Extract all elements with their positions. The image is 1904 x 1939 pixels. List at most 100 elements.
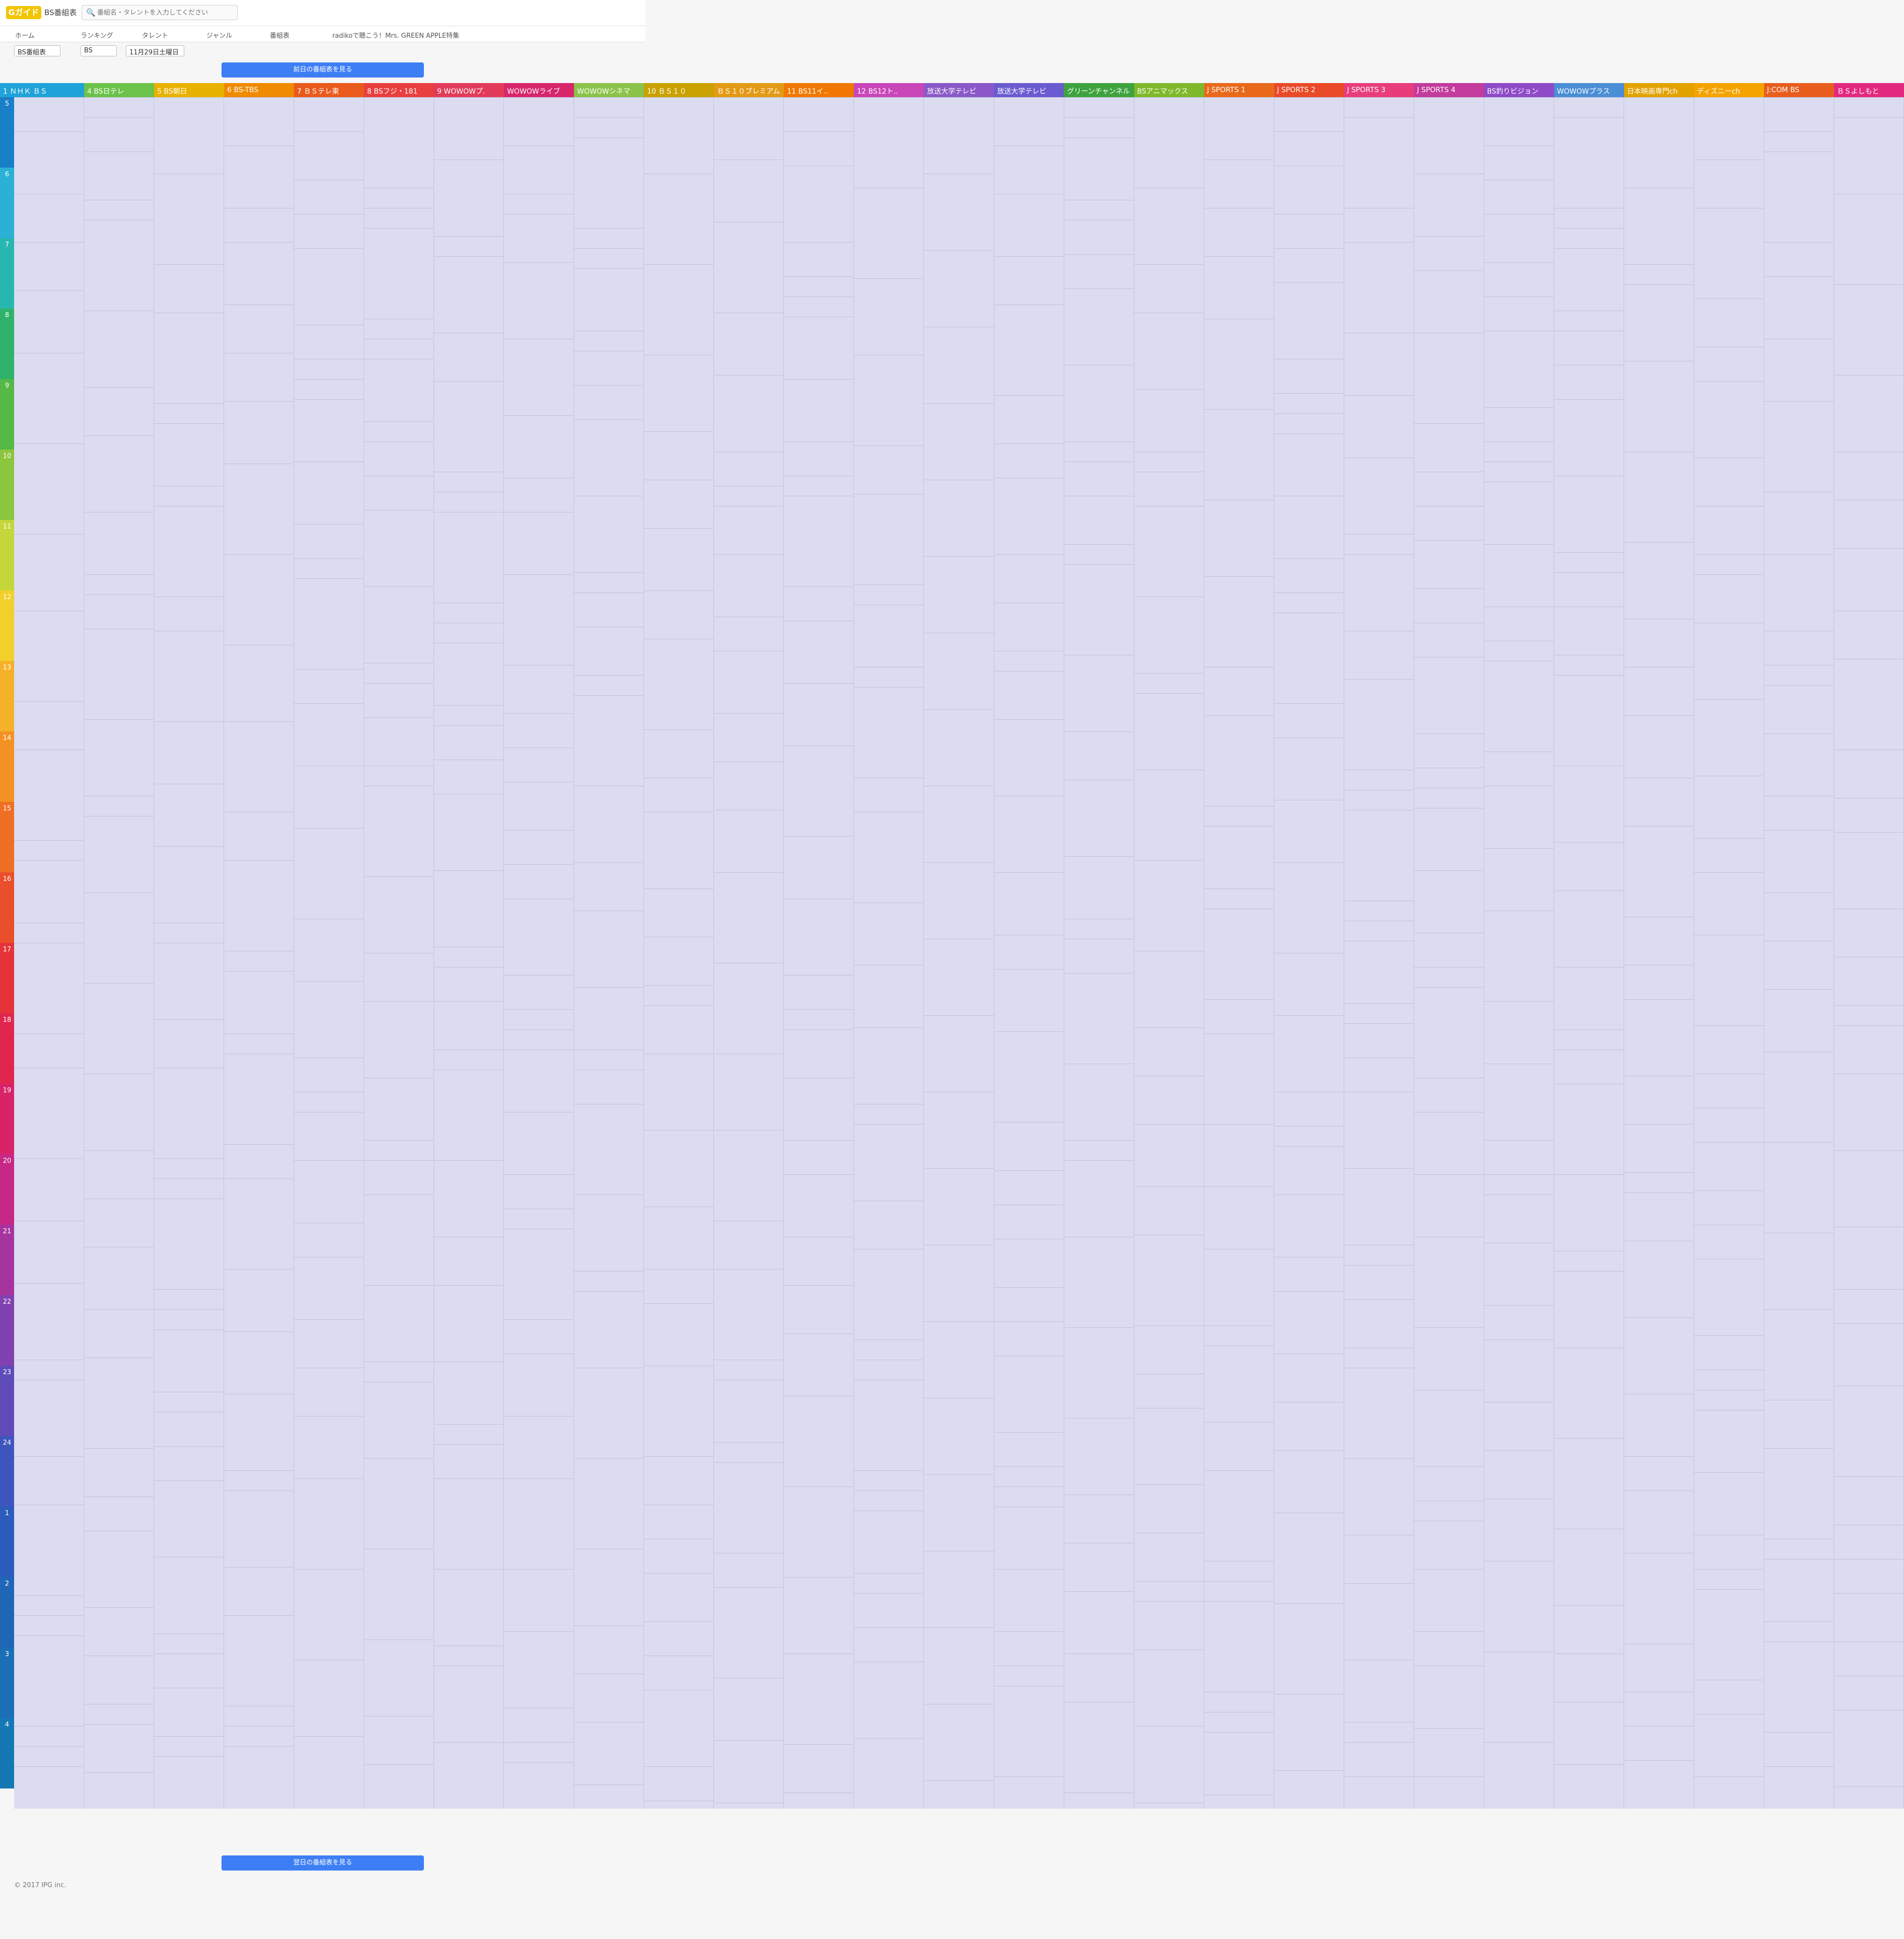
program-cell[interactable] [1834, 659, 1903, 750]
program-cell[interactable] [504, 1050, 574, 1112]
program-cell[interactable] [1204, 1124, 1274, 1186]
program-cell[interactable] [1764, 131, 1834, 152]
program-cell[interactable] [294, 558, 364, 578]
program-cell[interactable] [294, 1736, 364, 1809]
program-cell[interactable] [714, 1360, 784, 1380]
program-cell[interactable] [1064, 97, 1134, 117]
program-cell[interactable] [1484, 331, 1554, 407]
program-cell[interactable] [1764, 1559, 1834, 1621]
program-cell[interactable] [1274, 558, 1344, 592]
program-cell[interactable] [994, 671, 1064, 719]
program-cell[interactable] [1344, 1742, 1414, 1776]
program-cell[interactable] [434, 1646, 504, 1666]
program-cell[interactable] [294, 1478, 364, 1569]
channel-header[interactable]: 9 WOWOWプ. [434, 83, 504, 97]
program-cell[interactable] [1694, 699, 1764, 776]
program-cell[interactable] [1204, 1249, 1274, 1325]
program-cell[interactable] [714, 872, 784, 963]
program-cell[interactable] [1624, 97, 1694, 188]
program-cell[interactable] [1694, 574, 1764, 623]
program-cell[interactable] [854, 445, 924, 494]
program-cell[interactable] [1484, 1499, 1554, 1561]
program-cell[interactable] [644, 1303, 714, 1366]
program-cell[interactable] [14, 1505, 84, 1595]
program-cell[interactable] [1414, 1501, 1484, 1521]
program-cell[interactable] [1764, 1539, 1834, 1559]
program-cell[interactable] [1344, 97, 1414, 117]
program-cell[interactable] [1064, 973, 1134, 1064]
program-cell[interactable] [504, 214, 574, 262]
program-cell[interactable] [294, 578, 364, 669]
program-cell[interactable] [294, 359, 364, 379]
program-cell[interactable] [784, 1174, 854, 1237]
program-cell[interactable] [1134, 313, 1204, 389]
program-cell[interactable] [574, 675, 644, 695]
program-cell[interactable] [714, 1678, 784, 1740]
program-cell[interactable] [854, 1027, 924, 1104]
program-cell[interactable] [504, 145, 574, 194]
program-cell[interactable] [574, 1050, 644, 1070]
program-cell[interactable] [1344, 1023, 1414, 1058]
program-cell[interactable] [714, 222, 784, 313]
program-cell[interactable] [154, 1633, 224, 1654]
program-cell[interactable] [364, 476, 434, 510]
program-cell[interactable] [1134, 1581, 1204, 1601]
program-cell[interactable] [364, 1549, 434, 1639]
program-cell[interactable] [1204, 999, 1274, 1033]
program-cell[interactable] [84, 311, 154, 387]
program-cell[interactable] [1624, 619, 1694, 667]
program-cell[interactable] [1484, 296, 1554, 331]
program-cell[interactable] [84, 1448, 154, 1497]
program-cell[interactable] [1414, 1390, 1484, 1466]
program-cell[interactable] [84, 387, 154, 435]
program-cell[interactable] [1064, 1140, 1134, 1160]
search-input[interactable] [97, 8, 233, 18]
program-cell[interactable] [434, 1362, 504, 1424]
program-cell[interactable] [1064, 1160, 1134, 1237]
program-cell[interactable] [504, 478, 574, 512]
program-cell[interactable] [714, 452, 784, 486]
program-cell[interactable] [1134, 1408, 1204, 1484]
program-cell[interactable] [1624, 1490, 1694, 1553]
program-cell[interactable] [1764, 1052, 1834, 1142]
program-cell[interactable] [1764, 97, 1834, 131]
program-cell[interactable] [1344, 941, 1414, 1003]
program-cell[interactable] [644, 1505, 714, 1539]
site-logo[interactable]: Gガイド [6, 6, 41, 19]
program-cell[interactable] [1064, 1418, 1134, 1495]
program-cell[interactable] [1414, 1078, 1484, 1112]
program-cell[interactable] [1624, 917, 1694, 965]
program-cell[interactable] [434, 947, 504, 967]
program-cell[interactable] [434, 381, 504, 472]
program-cell[interactable] [1134, 1803, 1204, 1809]
program-cell[interactable] [1134, 452, 1204, 472]
program-cell[interactable] [1204, 500, 1274, 576]
channel-header[interactable]: 12 BS12ト.. [854, 83, 924, 97]
program-cell[interactable] [1344, 208, 1414, 242]
program-cell[interactable] [1414, 933, 1484, 967]
program-cell[interactable] [294, 1092, 364, 1112]
program-cell[interactable] [504, 262, 574, 339]
program-cell[interactable] [994, 145, 1064, 194]
program-cell[interactable] [1624, 1644, 1694, 1692]
program-cell[interactable] [154, 1199, 224, 1289]
program-cell[interactable] [294, 131, 364, 180]
program-cell[interactable] [924, 786, 994, 862]
program-cell[interactable] [644, 778, 714, 812]
program-cell[interactable] [224, 1269, 294, 1331]
channel-header[interactable]: 放送大学テレビ [994, 83, 1064, 97]
program-cell[interactable] [1484, 1450, 1554, 1499]
program-cell[interactable] [364, 683, 434, 717]
program-cell[interactable] [994, 554, 1064, 603]
program-cell[interactable] [784, 1140, 854, 1174]
program-cell[interactable] [1414, 623, 1484, 657]
program-cell[interactable] [644, 1621, 714, 1656]
program-cell[interactable] [364, 1458, 434, 1549]
program-cell[interactable] [1834, 452, 1903, 500]
program-cell[interactable] [154, 506, 224, 596]
program-cell[interactable] [924, 1704, 994, 1780]
program-cell[interactable] [1134, 1076, 1204, 1124]
program-cell[interactable] [294, 1569, 364, 1660]
program-cell[interactable] [644, 1054, 714, 1130]
program-cell[interactable] [1554, 248, 1624, 311]
